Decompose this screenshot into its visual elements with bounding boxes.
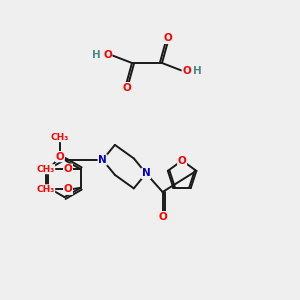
Text: O: O [64,164,72,174]
Text: N: N [98,155,107,165]
Text: O: O [178,155,187,166]
Text: O: O [103,50,112,61]
Text: H: H [92,50,101,61]
Text: H: H [193,65,202,76]
Text: O: O [56,152,64,162]
Text: CH₃: CH₃ [51,133,69,142]
Text: O: O [64,184,72,194]
Text: O: O [158,212,167,222]
Text: O: O [122,82,131,93]
Text: CH₃: CH₃ [36,185,55,194]
Text: O: O [182,65,191,76]
Text: N: N [142,168,151,178]
Text: O: O [163,33,172,43]
Text: CH₃: CH₃ [36,165,55,174]
